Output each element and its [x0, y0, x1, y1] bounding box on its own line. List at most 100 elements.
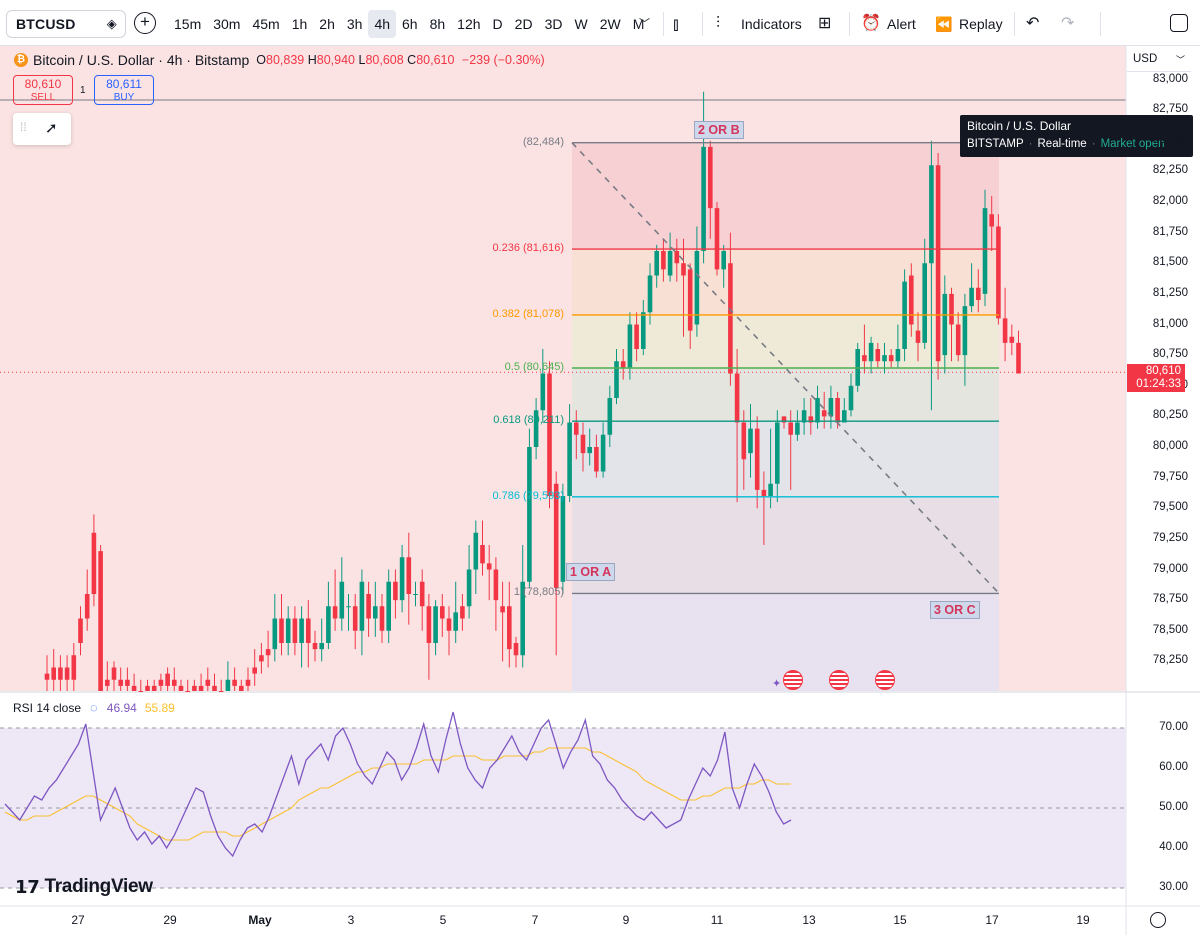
candle-body: [399, 557, 405, 601]
candle-body: [71, 655, 77, 680]
interval-2D[interactable]: 2D: [514, 16, 533, 32]
candle-body: [406, 557, 412, 594]
candle-body: [339, 581, 345, 619]
candle-body: [533, 410, 539, 447]
interval-12h[interactable]: 12h: [457, 16, 481, 32]
currency-chevron-icon: ﹀: [1175, 55, 1185, 65]
drag-handle-icon[interactable]: ⁞⁞: [20, 120, 27, 134]
candle-body: [500, 606, 505, 613]
interval-4h[interactable]: 4h: [368, 10, 397, 38]
candle-body: [922, 263, 927, 343]
candle-body: [426, 606, 432, 643]
price-axis-label: 78,500: [1152, 623, 1188, 636]
candle-body: [942, 293, 948, 356]
time-axis-label: 7: [531, 913, 539, 927]
candle-body: [78, 618, 83, 643]
chart-type-candles-icon[interactable]: ⫾: [673, 14, 679, 34]
candle-body: [781, 416, 787, 423]
price-axis-label: 80,750: [1152, 348, 1188, 361]
candle-body: [687, 269, 693, 331]
price-axis-label: 82,750: [1152, 103, 1188, 116]
candle-body: [285, 618, 291, 643]
candle-body: [51, 667, 56, 680]
layouts-grid-icon[interactable]: ⊞: [818, 15, 832, 32]
candle-body: [527, 447, 532, 582]
candle-body: [754, 428, 760, 490]
interval-3h[interactable]: 3h: [346, 16, 363, 32]
interval-8h[interactable]: 8h: [429, 16, 446, 32]
ohlc-values: O80,839 H80,940 L80,608 C80,610 −239 (−0…: [256, 53, 545, 67]
indicators-icon[interactable]: ⫶: [716, 15, 721, 32]
interval-30m[interactable]: 30m: [213, 16, 241, 32]
candle-body: [895, 349, 901, 362]
undo-icon[interactable]: ↶: [1026, 15, 1040, 32]
interval-1h[interactable]: 1h: [291, 16, 308, 32]
compare-add-button[interactable]: +: [134, 12, 156, 34]
candle-body: [145, 685, 150, 691]
interval-D[interactable]: D: [492, 16, 503, 32]
cursor-arrow-icon[interactable]: ➚: [45, 120, 58, 137]
candle-body: [627, 324, 633, 368]
wave-label-3-or-c[interactable]: 3 OR C: [930, 601, 980, 619]
candle-body: [574, 422, 579, 435]
fib-zone: [572, 367, 999, 422]
replay-icon[interactable]: ⏪: [935, 16, 953, 32]
fullscreen-icon[interactable]: [1170, 14, 1188, 32]
indicators-button[interactable]: Indicators: [741, 16, 802, 32]
interval-15m[interactable]: 15m: [174, 16, 202, 32]
price-axis-label: 79,000: [1152, 562, 1188, 575]
candle-body: [949, 293, 954, 325]
go-to-date-icon[interactable]: [1150, 912, 1166, 928]
candle-body: [1009, 336, 1015, 343]
price-axis-label: 79,750: [1152, 470, 1188, 483]
eye-icon[interactable]: ◈: [106, 16, 117, 31]
interval-2h[interactable]: 2h: [319, 16, 335, 32]
fib-retracement[interactable]: [571, 142, 1000, 595]
floating-drawing-toolbar[interactable]: ⁞⁞ ➚: [13, 113, 71, 145]
interval-list: 15m 30m 45m 1h 2h 3h 4h 6h 8h 12h D 2D 3D W 2W M: [168, 10, 650, 38]
us-event-flag-icon[interactable]: [783, 670, 803, 690]
symbol-search[interactable]: BTCUSD ◈: [6, 10, 126, 38]
rsi-axis-label: 30.00: [1159, 881, 1188, 893]
loading-sync-icon: ◌: [90, 700, 98, 715]
currency-selector[interactable]: USD ﹀: [1127, 48, 1191, 72]
rsi-axis-label: 40.00: [1159, 841, 1188, 853]
price-axis-label: 78,250: [1152, 654, 1188, 667]
interval-6h[interactable]: 6h: [402, 16, 418, 32]
candle-body: [741, 422, 747, 460]
time-axis-label: 9: [622, 913, 630, 927]
redo-icon[interactable]: ↷: [1061, 15, 1075, 32]
us-event-flag-icon[interactable]: [875, 670, 895, 690]
wave-label-2-or-b[interactable]: 2 OR B: [694, 121, 744, 139]
candle-body: [185, 691, 190, 692]
candle-body: [882, 355, 887, 362]
interval-2W[interactable]: 2W: [599, 16, 621, 32]
interval-3D[interactable]: 3D: [544, 16, 563, 32]
candle-body: [419, 581, 425, 607]
candle-body: [493, 569, 499, 601]
candle-body: [151, 685, 157, 691]
candle-body: [64, 667, 70, 680]
alert-button[interactable]: Alert: [887, 16, 916, 32]
candle-body: [808, 416, 814, 423]
interval-M[interactable]: M: [632, 16, 645, 32]
candle-body: [553, 483, 559, 588]
interval-dropdown-chevron-icon[interactable]: ﹀: [639, 18, 650, 30]
sell-button[interactable]: 80,610 SELL: [13, 75, 73, 105]
wave-label-1-or-a[interactable]: 1 OR A: [566, 563, 616, 581]
tradingview-logo[interactable]: 𝟭𝟳 TradingView: [15, 876, 153, 898]
interval-45m[interactable]: 45m: [252, 16, 280, 32]
candle-body: [929, 165, 934, 264]
rsi-axis-label: 60.00: [1159, 761, 1188, 773]
chart-canvas[interactable]: [0, 46, 1200, 935]
interval-W[interactable]: W: [574, 16, 588, 32]
replay-button[interactable]: Replay: [959, 16, 1003, 32]
alert-clock-icon[interactable]: ⏰: [861, 15, 881, 32]
buy-button[interactable]: 80,611 BUY: [94, 75, 154, 105]
time-axis-label: 29: [163, 913, 177, 927]
candle-body: [326, 606, 331, 643]
us-event-flag-icon[interactable]: [829, 670, 849, 690]
tooltip-realtime: Real-time: [1037, 138, 1087, 150]
candle-body: [178, 685, 184, 691]
